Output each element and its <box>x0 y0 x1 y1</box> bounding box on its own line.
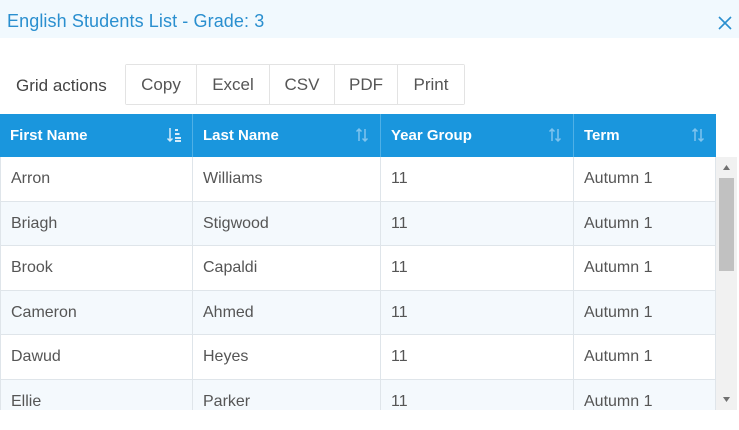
column-header-label: Term <box>584 127 620 144</box>
cell-year-group: 11 <box>381 335 574 379</box>
scroll-down-arrow-icon[interactable] <box>716 391 737 408</box>
students-grid: First Name Last Name Year G <box>0 114 739 410</box>
cell-first-name: Ellie <box>0 379 193 410</box>
vertical-scrollbar[interactable] <box>716 157 737 410</box>
cell-last-name: Capaldi <box>193 246 381 290</box>
cell-year-group: 11 <box>381 201 574 246</box>
cell-first-name: Cameron <box>0 290 193 335</box>
column-header-label: First Name <box>10 127 88 144</box>
grid-header: First Name Last Name Year G <box>0 114 716 157</box>
print-button[interactable]: Print <box>397 65 464 104</box>
cell-first-name: Arron <box>0 157 193 201</box>
sort-icon[interactable] <box>354 127 370 143</box>
table-row[interactable]: Briagh Stigwood 11 Autumn 1 <box>0 201 716 247</box>
excel-button[interactable]: Excel <box>196 65 269 104</box>
table-row[interactable]: Ellie Parker 11 Autumn 1 <box>0 379 716 410</box>
cell-last-name: Williams <box>193 157 381 201</box>
column-header-label: Year Group <box>391 127 472 144</box>
table-row[interactable]: Cameron Ahmed 11 Autumn 1 <box>0 290 716 336</box>
copy-button[interactable]: Copy <box>126 65 196 104</box>
cell-term: Autumn 1 <box>574 246 716 290</box>
sort-icon[interactable] <box>690 127 706 143</box>
cell-last-name: Heyes <box>193 335 381 379</box>
sort-ascending-icon[interactable] <box>166 127 182 143</box>
cell-first-name: Briagh <box>0 201 193 246</box>
column-header-term[interactable]: Term <box>574 114 716 157</box>
cell-first-name: Brook <box>0 246 193 290</box>
grid-body: Arron Williams 11 Autumn 1 Briagh Stigwo… <box>0 157 716 410</box>
column-header-last-name[interactable]: Last Name <box>193 114 381 157</box>
cell-last-name: Parker <box>193 379 381 410</box>
column-header-year-group[interactable]: Year Group <box>381 114 574 157</box>
column-header-first-name[interactable]: First Name <box>0 114 193 157</box>
cell-term: Autumn 1 <box>574 290 716 335</box>
cell-last-name: Stigwood <box>193 201 381 246</box>
scrollbar-thumb[interactable] <box>719 178 734 271</box>
dialog-header: English Students List - Grade: 3 <box>0 0 739 38</box>
cell-term: Autumn 1 <box>574 379 716 410</box>
cell-year-group: 11 <box>381 246 574 290</box>
close-icon[interactable] <box>717 15 733 31</box>
scroll-up-arrow-icon[interactable] <box>716 159 737 176</box>
grid-actions-label: Grid actions <box>16 76 107 95</box>
pdf-button[interactable]: PDF <box>334 65 397 104</box>
dialog-title: English Students List - Grade: 3 <box>7 11 265 31</box>
table-row[interactable]: Brook Capaldi 11 Autumn 1 <box>0 246 716 291</box>
cell-year-group: 11 <box>381 157 574 201</box>
cell-year-group: 11 <box>381 290 574 335</box>
sort-icon[interactable] <box>547 127 563 143</box>
cell-first-name: Dawud <box>0 335 193 379</box>
cell-year-group: 11 <box>381 379 574 410</box>
column-header-label: Last Name <box>203 127 279 144</box>
table-row[interactable]: Dawud Heyes 11 Autumn 1 <box>0 335 716 380</box>
cell-term: Autumn 1 <box>574 335 716 379</box>
cell-term: Autumn 1 <box>574 157 716 201</box>
csv-button[interactable]: CSV <box>269 65 334 104</box>
table-row[interactable]: Arron Williams 11 Autumn 1 <box>0 157 716 202</box>
cell-last-name: Ahmed <box>193 290 381 335</box>
cell-term: Autumn 1 <box>574 201 716 246</box>
grid-actions-button-group: Copy Excel CSV PDF Print <box>125 64 465 105</box>
